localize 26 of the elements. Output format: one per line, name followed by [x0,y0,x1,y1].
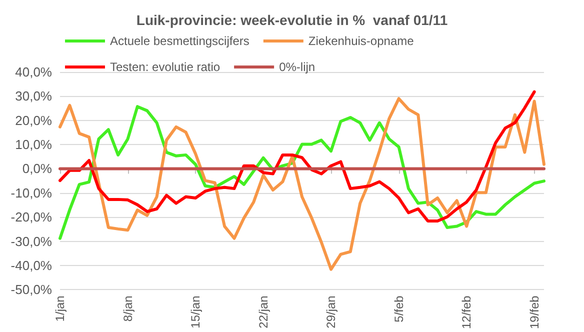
y-tick-label: 30,0% [15,88,52,104]
x-tick-label: 8/jan [120,296,135,322]
y-tick-label: -30,0% [10,234,52,249]
y-tick-label: -10,0% [10,185,52,200]
y-tick-label: -50,0% [10,282,52,298]
x-tick-label: 1/jan [53,296,67,322]
y-tick-label: 40,0% [15,64,52,80]
line-series [58,90,536,222]
legend-label: 0%-lijn [279,60,316,74]
y-tick-label: 0,0% [22,161,52,176]
legend-label: Testen: evolutie ratio [110,60,220,74]
x-tick-label: 22/jan [256,296,270,328]
x-tick-label: 12/feb [460,295,474,330]
x-tick-label: 29/jan [324,296,338,328]
chart-title: Luik-provincie: week-evolutie in % vanaf 01/11 [136,12,448,28]
y-tick-label: -20,0% [10,210,52,225]
y-tick-label: 20,0% [15,112,52,128]
line-series [58,97,546,271]
legend-label: Ziekenhuis-opname [308,34,414,48]
y-tick-label: -40,0% [10,258,52,273]
x-tick-label: 15/jan [188,296,203,328]
x-tick-label: 19/feb [527,295,542,330]
x-tick-label: 5/feb [392,295,406,322]
legend-label: Actuele besmettingscijfers [110,34,250,48]
line-series [58,105,546,240]
y-tick-label: 10,0% [15,137,52,152]
